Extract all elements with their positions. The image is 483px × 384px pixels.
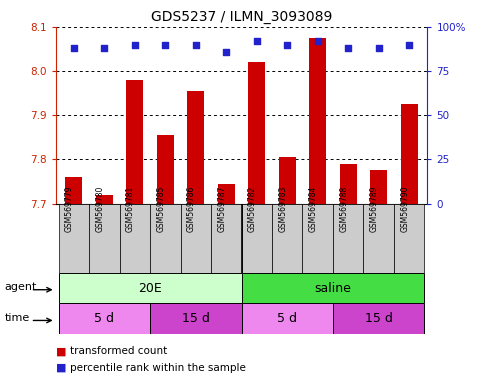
Point <box>344 45 352 51</box>
Bar <box>150 303 242 334</box>
Bar <box>242 204 272 273</box>
Bar <box>333 204 363 273</box>
Bar <box>96 195 113 204</box>
Text: 5 d: 5 d <box>94 312 114 325</box>
Point <box>253 38 261 44</box>
Bar <box>242 303 333 334</box>
Text: agent: agent <box>5 282 37 292</box>
Text: GDS5237 / ILMN_3093089: GDS5237 / ILMN_3093089 <box>151 10 332 23</box>
Text: GSM569782: GSM569782 <box>248 186 257 232</box>
Bar <box>181 204 211 273</box>
Bar <box>120 204 150 273</box>
Bar <box>89 204 120 273</box>
Point <box>161 41 169 48</box>
Text: GSM569785: GSM569785 <box>156 186 165 232</box>
Text: GSM569786: GSM569786 <box>187 186 196 232</box>
Text: transformed count: transformed count <box>70 346 167 356</box>
Text: GSM569788: GSM569788 <box>339 186 348 232</box>
Bar <box>309 38 326 204</box>
Point <box>70 45 78 51</box>
Text: GSM569790: GSM569790 <box>400 186 409 232</box>
Bar <box>333 303 425 334</box>
Bar <box>58 204 89 273</box>
Text: percentile rank within the sample: percentile rank within the sample <box>70 363 246 373</box>
Bar <box>58 273 242 303</box>
Bar <box>218 184 235 204</box>
Point <box>100 45 108 51</box>
Bar <box>211 204 242 273</box>
Text: GSM569787: GSM569787 <box>217 186 226 232</box>
Text: ■: ■ <box>56 346 66 356</box>
Point <box>314 38 322 44</box>
Bar <box>58 303 150 334</box>
Text: GSM569779: GSM569779 <box>65 186 74 232</box>
Bar <box>248 62 265 204</box>
Point <box>405 41 413 48</box>
Bar <box>150 204 181 273</box>
Text: GSM569783: GSM569783 <box>278 186 287 232</box>
Text: GSM569789: GSM569789 <box>369 186 379 232</box>
Bar <box>302 204 333 273</box>
Bar <box>127 80 143 204</box>
Bar <box>394 204 425 273</box>
Text: 15 d: 15 d <box>365 312 393 325</box>
Bar <box>370 170 387 204</box>
Bar <box>272 204 302 273</box>
Bar <box>363 204 394 273</box>
Bar <box>401 104 417 204</box>
Point <box>131 41 139 48</box>
Text: time: time <box>5 313 30 323</box>
Text: saline: saline <box>314 281 352 295</box>
Point <box>192 41 199 48</box>
Bar <box>242 273 425 303</box>
Text: GSM569781: GSM569781 <box>126 186 135 232</box>
Text: ■: ■ <box>56 363 66 373</box>
Text: 20E: 20E <box>138 281 162 295</box>
Point <box>222 48 230 55</box>
Point <box>375 45 383 51</box>
Text: 15 d: 15 d <box>182 312 210 325</box>
Bar <box>187 91 204 204</box>
Point <box>284 41 291 48</box>
Bar <box>340 164 356 204</box>
Bar <box>157 135 174 204</box>
Bar <box>279 157 296 204</box>
Text: GSM569784: GSM569784 <box>309 186 318 232</box>
Bar <box>66 177 82 204</box>
Text: 5 d: 5 d <box>277 312 297 325</box>
Text: GSM569780: GSM569780 <box>95 186 104 232</box>
